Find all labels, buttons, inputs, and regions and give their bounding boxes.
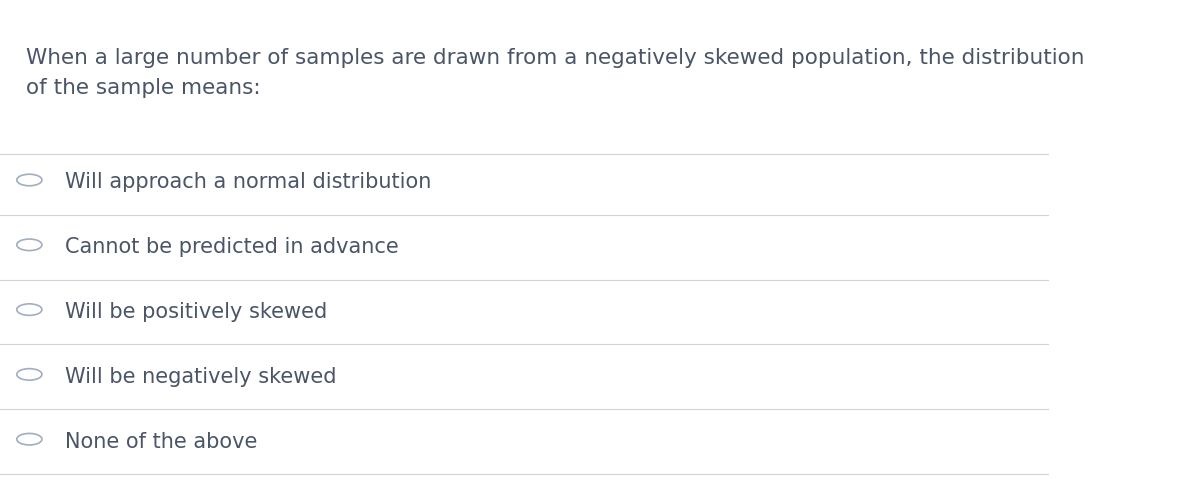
Circle shape	[17, 369, 42, 380]
Text: Cannot be predicted in advance: Cannot be predicted in advance	[65, 237, 398, 257]
Text: None of the above: None of the above	[65, 432, 257, 452]
Circle shape	[17, 239, 42, 251]
Text: Will be positively skewed: Will be positively skewed	[65, 302, 328, 322]
Text: Will be negatively skewed: Will be negatively skewed	[65, 367, 336, 387]
Text: Will approach a normal distribution: Will approach a normal distribution	[65, 172, 431, 192]
Circle shape	[17, 304, 42, 315]
Text: When a large number of samples are drawn from a negatively skewed population, th: When a large number of samples are drawn…	[26, 48, 1085, 97]
Circle shape	[17, 174, 42, 186]
Circle shape	[17, 433, 42, 445]
